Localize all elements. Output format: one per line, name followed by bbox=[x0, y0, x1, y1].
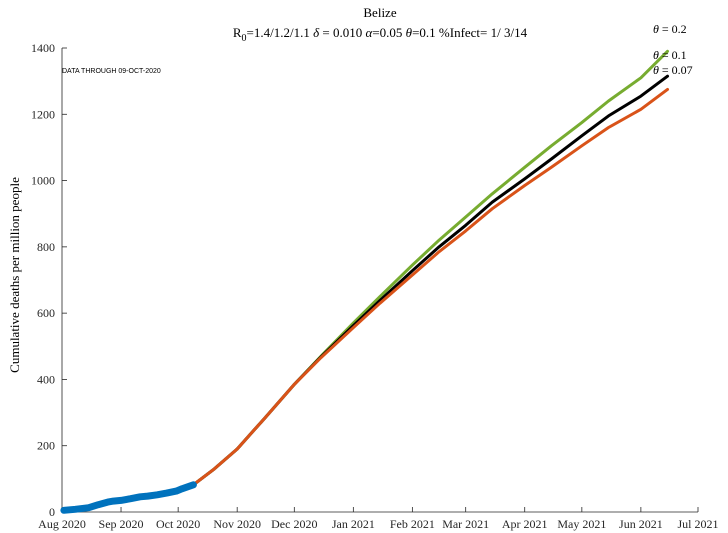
series-label: θ = 0.1 bbox=[653, 48, 687, 62]
y-ticks: 0 200 400 600 800 1000 1200 1400 bbox=[31, 41, 67, 519]
chart-subtitle: R0=1.4/1.2/1.1 δ = 0.010 α=0.05 θ=0.1 %I… bbox=[233, 25, 528, 44]
y-tick-label: 1200 bbox=[31, 107, 55, 121]
y-tick-label: 600 bbox=[37, 306, 55, 320]
x-tick-label: Jun 2021 bbox=[619, 517, 663, 531]
subtitle-delta-value: = 0.010 bbox=[319, 25, 362, 40]
subtitle-theta-value: =0.1 bbox=[412, 25, 436, 40]
series-labels: θ = 0.2 θ = 0.1θ = 0.07 bbox=[653, 22, 693, 77]
x-tick-label: Jul 2021 bbox=[677, 517, 718, 531]
subtitle-theta-symbol: θ bbox=[406, 25, 413, 40]
x-tick-label: Aug 2020 bbox=[38, 517, 86, 531]
series-line-observed bbox=[60, 481, 197, 514]
x-tick-label: Oct 2020 bbox=[156, 517, 200, 531]
series-line-2 bbox=[191, 87, 669, 487]
x-ticks: Aug 2020 Sep 2020 Oct 2020 Nov 2020 Dec 2020… bbox=[38, 507, 719, 531]
x-tick-label: Nov 2020 bbox=[213, 517, 261, 531]
axes bbox=[61, 48, 698, 513]
x-tick-label: Apr 2021 bbox=[502, 517, 548, 531]
subtitle-alpha-symbol: α bbox=[366, 25, 374, 40]
x-tick-label: Feb 2021 bbox=[390, 517, 435, 531]
data-through-annotation: DATA THROUGH 09-OCT-2020 bbox=[62, 68, 161, 75]
y-tick-label: 1400 bbox=[31, 41, 55, 55]
series-label: θ = 0.07 bbox=[653, 63, 693, 77]
subtitle-r-values: =1.4/1.2/1.1 bbox=[247, 25, 310, 40]
y-tick-label: 800 bbox=[37, 240, 55, 254]
series-group bbox=[60, 49, 669, 514]
subtitle-delta-symbol: δ bbox=[313, 25, 320, 40]
x-tick-label: May 2021 bbox=[557, 517, 606, 531]
subtitle-alpha-value: =0.05 bbox=[372, 25, 402, 40]
chart-title: Belize bbox=[363, 5, 396, 20]
x-tick-label: Mar 2021 bbox=[442, 517, 489, 531]
x-tick-label: Dec 2020 bbox=[271, 517, 317, 531]
y-tick-label: 1000 bbox=[31, 174, 55, 188]
x-tick-label: Sep 2020 bbox=[99, 517, 144, 531]
subtitle-r-subscript: 0 bbox=[242, 33, 247, 44]
y-axis-label: Cumulative deaths per million people bbox=[7, 177, 22, 373]
y-tick-label: 400 bbox=[37, 372, 55, 386]
y-tick-label: 0 bbox=[49, 505, 55, 519]
y-tick-label: 200 bbox=[37, 439, 55, 453]
subtitle-r-symbol: R bbox=[233, 25, 242, 40]
x-tick-label: Jan 2021 bbox=[332, 517, 375, 531]
series-label: θ = 0.2 bbox=[653, 22, 687, 36]
subtitle-infect: %Infect= 1/ 3/14 bbox=[439, 25, 528, 40]
